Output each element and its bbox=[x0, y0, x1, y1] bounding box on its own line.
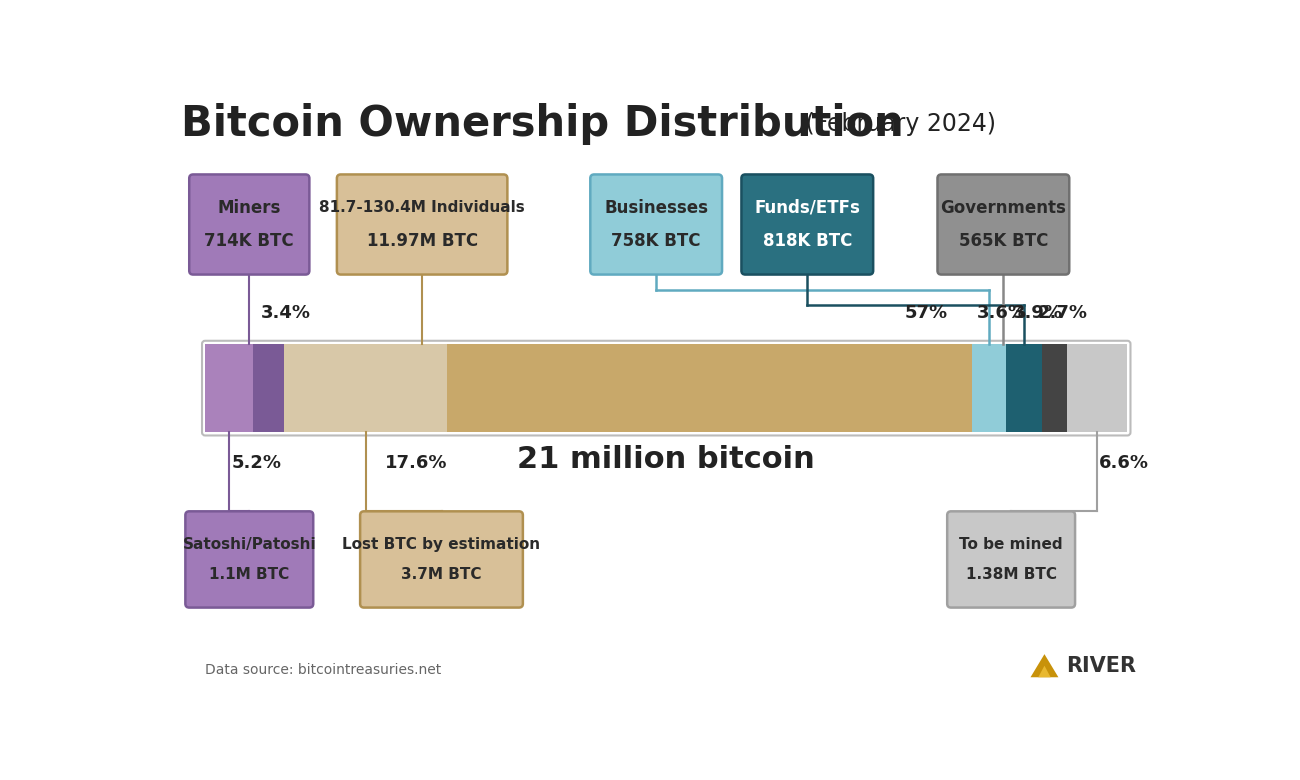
Text: RIVER: RIVER bbox=[1066, 657, 1136, 676]
FancyBboxPatch shape bbox=[360, 512, 523, 608]
Text: To be mined: To be mined bbox=[959, 537, 1063, 551]
Text: 3.7M BTC: 3.7M BTC bbox=[402, 567, 482, 583]
Text: Governments: Governments bbox=[940, 199, 1066, 217]
Bar bbox=[254, 344, 285, 432]
Text: 17.6%: 17.6% bbox=[385, 454, 447, 472]
Polygon shape bbox=[1031, 654, 1058, 677]
Text: 21 million bitcoin: 21 million bitcoin bbox=[517, 445, 815, 474]
Text: 565K BTC: 565K BTC bbox=[958, 232, 1048, 250]
FancyBboxPatch shape bbox=[937, 175, 1069, 275]
Bar bbox=[972, 344, 1006, 432]
FancyBboxPatch shape bbox=[590, 175, 722, 275]
FancyBboxPatch shape bbox=[190, 175, 309, 275]
Text: 1.38M BTC: 1.38M BTC bbox=[966, 567, 1057, 583]
Bar bbox=[1066, 344, 1127, 432]
Bar bbox=[447, 344, 972, 432]
Text: 5.2%: 5.2% bbox=[231, 454, 282, 472]
FancyBboxPatch shape bbox=[741, 175, 874, 275]
Text: 758K BTC: 758K BTC bbox=[611, 232, 701, 250]
Text: Miners: Miners bbox=[217, 199, 281, 217]
FancyBboxPatch shape bbox=[948, 512, 1075, 608]
Text: (February 2024): (February 2024) bbox=[798, 112, 996, 136]
FancyBboxPatch shape bbox=[337, 175, 507, 275]
Text: Satoshi/Patoshi: Satoshi/Patoshi bbox=[182, 537, 316, 551]
Bar bbox=[1006, 344, 1041, 432]
Text: 818K BTC: 818K BTC bbox=[763, 232, 852, 250]
Text: Lost BTC by estimation: Lost BTC by estimation bbox=[342, 537, 541, 551]
Bar bbox=[285, 344, 447, 432]
Text: 11.97M BTC: 11.97M BTC bbox=[367, 232, 477, 250]
Text: Data source: bitcointreasuries.net: Data source: bitcointreasuries.net bbox=[205, 663, 442, 677]
Bar bbox=[1041, 344, 1066, 432]
Text: 6.6%: 6.6% bbox=[1098, 454, 1148, 472]
Text: 57%: 57% bbox=[905, 304, 948, 322]
Text: Bitcoin Ownership Distribution: Bitcoin Ownership Distribution bbox=[181, 104, 904, 145]
Polygon shape bbox=[1039, 665, 1050, 677]
Text: 2.7%: 2.7% bbox=[1037, 304, 1088, 322]
Text: Businesses: Businesses bbox=[604, 199, 708, 217]
Text: 3.9%: 3.9% bbox=[1013, 304, 1062, 322]
Bar bbox=[205, 344, 254, 432]
Text: Funds/ETFs: Funds/ETFs bbox=[754, 199, 861, 217]
Text: 1.1M BTC: 1.1M BTC bbox=[209, 567, 290, 583]
Text: 714K BTC: 714K BTC bbox=[204, 232, 294, 250]
Text: 81.7-130.4M Individuals: 81.7-130.4M Individuals bbox=[320, 200, 525, 215]
Text: 3.6%: 3.6% bbox=[976, 304, 1027, 322]
FancyBboxPatch shape bbox=[186, 512, 313, 608]
Text: 3.4%: 3.4% bbox=[261, 304, 311, 322]
